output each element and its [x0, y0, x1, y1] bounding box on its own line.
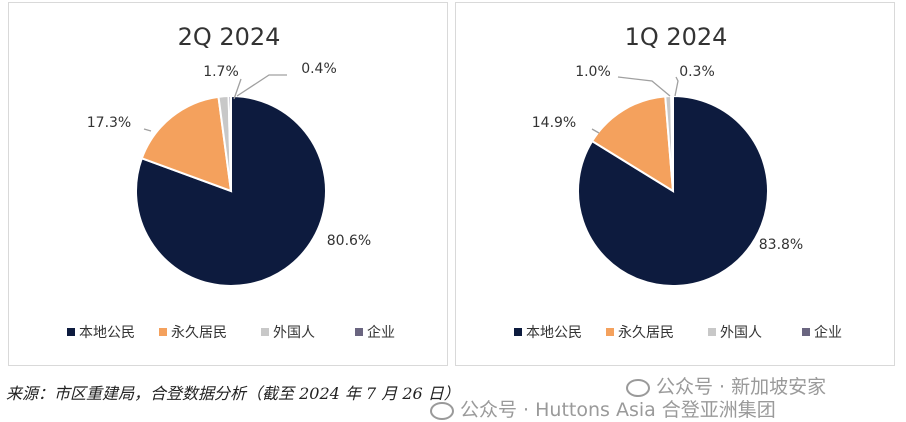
pie-chart-2q-2024: 2Q 2024 80.6% 17.3% 1.7% 0.4% 本地公民 永久居民 外国人 企业 [67, 23, 395, 341]
data-label-4: 0.4% [301, 61, 337, 77]
pie-slice-1 [135, 94, 327, 287]
wechat-icon [626, 378, 650, 397]
pie-slice-4 [227, 94, 232, 192]
chart-panel-1q-2024: 1Q 2024 83.8% 14.9% 1.0% 0.3% 本地公民 永久居民 外国人 企业 [455, 2, 895, 366]
data-label-3: 1.0% [575, 64, 611, 80]
pie-slice-4 [670, 94, 674, 192]
pie-chart-1q-2024: 1Q 2024 83.8% 14.9% 1.0% 0.3% 本地公民 永久居民 外国人 企业 [514, 23, 842, 341]
leader-line-4 [674, 76, 679, 97]
legend-swatch-3 [261, 328, 269, 336]
legend-swatch-3 [708, 328, 716, 336]
legend-label-2: 永久居民 [171, 325, 227, 341]
data-label-4: 0.3% [679, 64, 715, 80]
legend-swatch-1 [67, 328, 75, 336]
chart-title: 2Q 2024 [178, 23, 281, 51]
wechat-icon [430, 401, 454, 420]
legend-label-3: 外国人 [273, 325, 315, 341]
leader-line-3 [617, 76, 671, 97]
data-label-1: 83.8% [759, 237, 803, 253]
legend-swatch-4 [355, 328, 363, 336]
legend-label-4: 企业 [367, 324, 395, 341]
leader-line-2 [143, 128, 152, 132]
legend-swatch-2 [159, 328, 167, 336]
leader-line-4 [236, 74, 287, 97]
data-label-3: 1.7% [203, 64, 239, 80]
source-note: 来源：市区重建局，合登数据分析（截至 2024 年 7 月 26 日） [6, 384, 460, 403]
legend-swatch-2 [606, 328, 614, 336]
watermark-text-1: 公众号 · 新加坡安家 [656, 376, 827, 398]
pie-slice-2 [590, 95, 675, 193]
leader-line-3 [233, 78, 242, 100]
data-label-2: 14.9% [532, 115, 576, 131]
legend-label-2: 永久居民 [618, 325, 674, 341]
data-label-2: 17.3% [87, 115, 131, 131]
watermark-text-2: 公众号 · Huttons Asia 合登亚洲集团 [460, 399, 776, 421]
pie-slice-2 [140, 95, 233, 193]
legend-label-4: 企业 [814, 324, 842, 341]
data-label-1: 80.6% [327, 233, 371, 249]
legend-swatch-4 [802, 328, 810, 336]
watermark-line-2: 公众号 · Huttons Asia 合登亚洲集团 [430, 395, 776, 422]
legend-label-1: 本地公民 [526, 325, 582, 341]
legend-label-1: 本地公民 [79, 325, 135, 341]
legend-label-3: 外国人 [720, 325, 762, 341]
watermark-line-1: 公众号 · 新加坡安家 [626, 372, 826, 399]
chart-title: 1Q 2024 [625, 23, 728, 51]
leader-line-2 [591, 128, 600, 134]
legend-swatch-1 [514, 328, 522, 336]
chart-panel-2q-2024: 2Q 2024 80.6% 17.3% 1.7% 0.4% 本地公民 永久居民 外国人 企业 [8, 2, 448, 366]
